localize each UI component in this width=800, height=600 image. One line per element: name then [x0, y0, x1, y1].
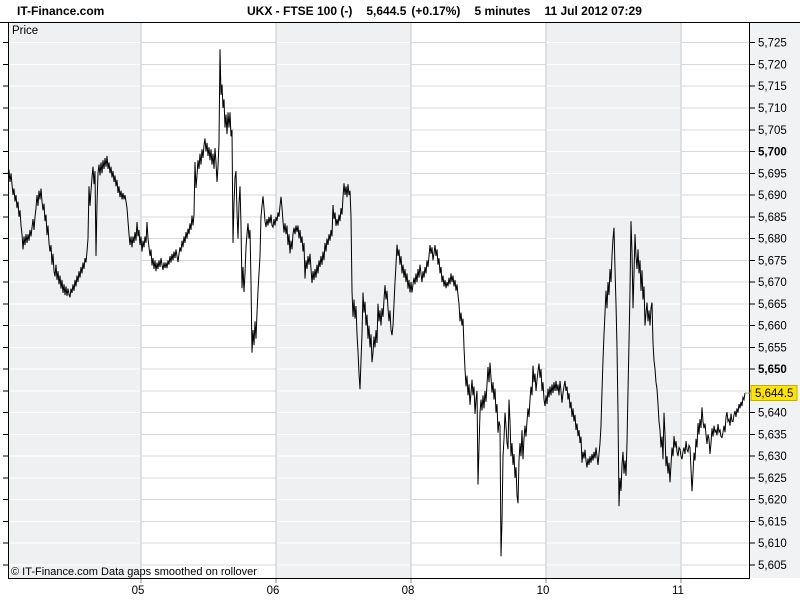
- price-line: [7, 49, 746, 557]
- y-axis-label: 5,670: [758, 277, 787, 289]
- y-axis-label: 5,615: [758, 517, 787, 529]
- brand-label: IT-Finance.com: [17, 4, 105, 18]
- last-price-tag: [750, 385, 798, 402]
- price-axis-title: Price: [12, 25, 38, 37]
- y-axis-label: 5,680: [758, 234, 787, 246]
- y-axis-label: 5,675: [758, 255, 787, 267]
- x-axis-label: 06: [267, 585, 280, 597]
- x-axis-label: 08: [402, 585, 415, 597]
- instrument-label: UKX - FTSE 100 (-): [247, 4, 353, 18]
- timeframe-label: 5 minutes: [474, 4, 531, 18]
- x-axis-label: 10: [537, 585, 550, 597]
- chart-header: IT-Finance.com UKX - FTSE 100 (-) 5,644.5…: [0, 0, 800, 23]
- y-axis-label: 5,655: [758, 342, 787, 354]
- datetime-label: 11 Jul 2012 07:29: [544, 4, 642, 18]
- y-axis-label: 5,625: [758, 473, 787, 485]
- chart-title: UKX - FTSE 100 (-) 5,644.5 (+0.17%) 5 minut…: [247, 4, 642, 18]
- y-axis-label: 5,725: [758, 38, 787, 50]
- y-axis-label: 5,665: [758, 299, 787, 311]
- y-axis-label: 5,720: [758, 60, 787, 72]
- y-axis-label: 5,630: [758, 451, 787, 463]
- y-axis-label: 5,605: [758, 560, 787, 572]
- change-percent: (+0.17%): [411, 4, 461, 18]
- y-axis-label: 5,715: [758, 81, 787, 93]
- x-axis-label: 05: [132, 585, 145, 597]
- y-axis-label: 5,620: [758, 495, 787, 507]
- last-price: 5,644.5: [366, 4, 407, 18]
- y-axis-label: 5,635: [758, 429, 787, 441]
- session-band: [276, 23, 411, 578]
- y-axis-label: 5,685: [758, 212, 787, 224]
- y-axis-label: 5,610: [758, 538, 787, 550]
- y-axis-label: 5,640: [758, 408, 787, 420]
- session-band: [546, 23, 681, 578]
- y-axis-label: 5,705: [758, 125, 787, 137]
- session-band: [8, 23, 141, 578]
- y-axis-label: 5,650: [758, 364, 787, 376]
- y-axis-label: 5,660: [758, 321, 787, 333]
- x-axis-label: 11: [672, 585, 684, 597]
- plot-border: [8, 23, 750, 579]
- watermark: © IT-Finance.com Data gaps smoothed on r…: [11, 566, 257, 578]
- last-price-tag-label: 5,644.5: [755, 388, 793, 400]
- y-axis-margin: [750, 23, 800, 578]
- y-axis-label: 5,700: [758, 147, 787, 159]
- y-axis-label: 5,690: [758, 190, 787, 202]
- y-axis-label: 5,710: [758, 103, 787, 115]
- y-axis-label: 5,695: [758, 168, 787, 180]
